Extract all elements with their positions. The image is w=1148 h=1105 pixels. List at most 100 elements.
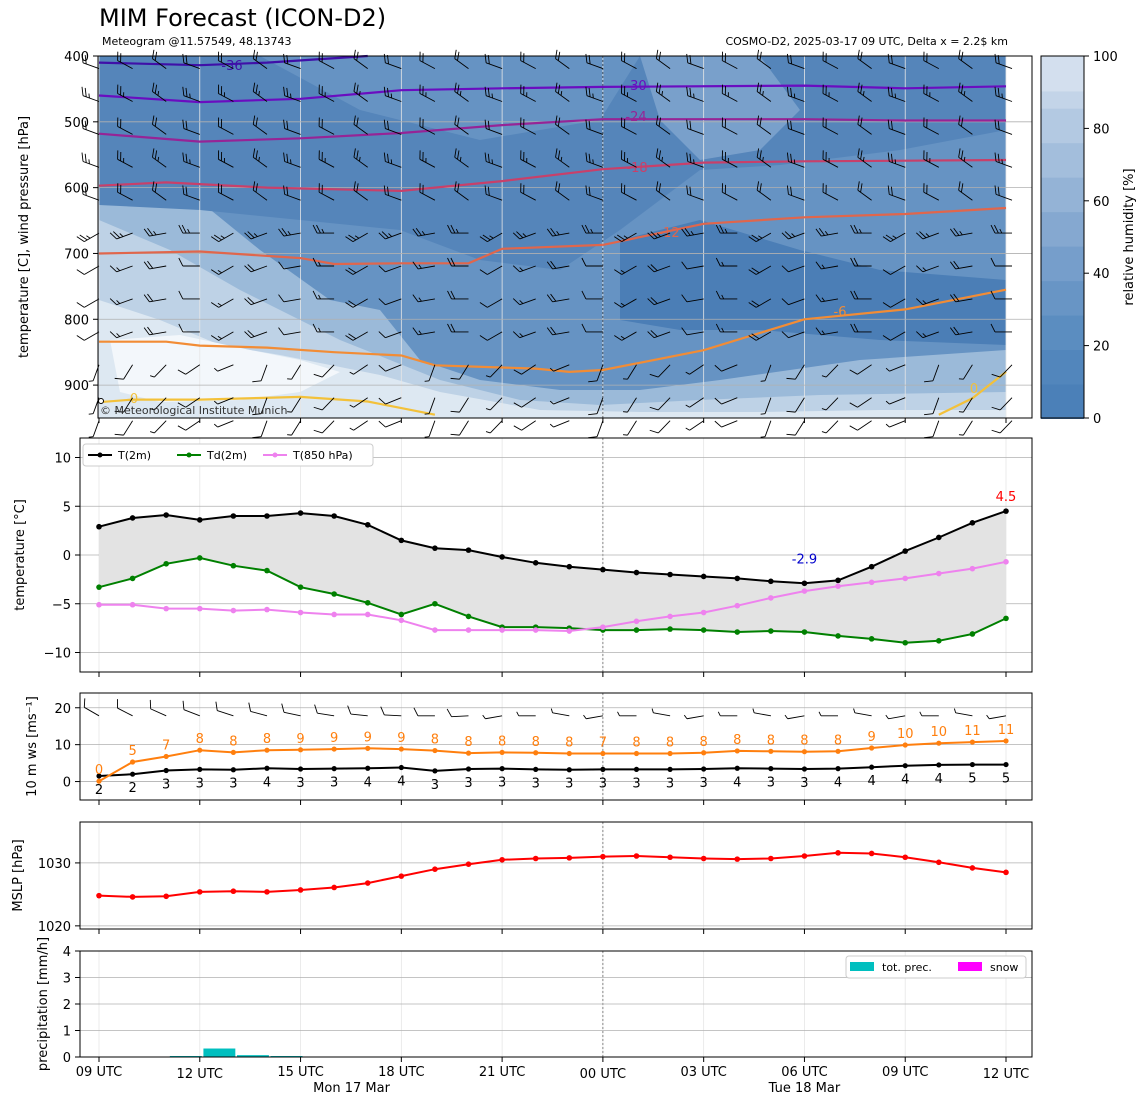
barb-full-feather [114,433,124,436]
wind-barb [850,290,872,300]
barb-half-feather [762,91,764,96]
precipitation-legend [845,955,1027,979]
barb-full-feather [81,86,84,96]
barb-staff [552,331,570,336]
barb-staff [459,364,469,380]
barb-full-feather [353,82,356,92]
barb-full-feather [550,326,557,335]
barb-full-feather [825,119,827,129]
mslp-marker [364,880,371,886]
barb-staff [260,364,268,381]
barb-half-feather [892,235,897,239]
barb-staff [183,193,200,201]
t2m-marker [465,547,472,553]
wind-gust-marker [163,753,169,760]
barb-staff [154,364,167,378]
barb-full-feather [786,119,789,129]
wind-barb [786,420,805,436]
barb-full-feather [584,224,590,234]
barb-full-feather [949,294,957,303]
temperature-legend [82,443,374,467]
wind-barb [520,117,536,135]
barb-full-feather [321,119,323,129]
isotherm-label: -6 [834,305,847,320]
t2m-marker [129,515,136,521]
barb-staff [252,124,268,135]
wind-barb [479,331,503,341]
barb-half-feather [388,233,393,237]
barb-full-feather [815,228,822,237]
wind-barb [353,82,368,102]
barb-staff [586,62,604,70]
barb-full-feather [588,120,591,130]
barb-staff [586,95,604,102]
precipitation-bar [237,1055,269,1057]
barb-staff [825,397,839,411]
barb-full-feather [454,181,457,191]
wind-barb [182,185,200,201]
humidity-contour-band [620,220,1006,345]
t2m-marker [163,512,169,518]
barb-full-feather [312,290,318,300]
barb-full-feather [849,425,858,431]
surface-wind-barb [516,711,536,717]
barb-staff [795,364,805,380]
wind-speed-label: 5 [1002,772,1010,787]
barb-full-feather [756,181,760,191]
barb-full-feather [520,117,522,127]
barb-staff [922,298,939,306]
barb-full-feather [178,323,184,333]
barb-staff [932,420,940,437]
barb-staff [250,710,268,717]
wind-gust-label: 8 [229,734,237,749]
wind-barb [546,260,570,270]
wind-barb [252,82,268,102]
wind-barb [152,148,167,168]
t850-marker [868,579,875,586]
barb-full-feather [447,290,452,300]
humidity-contour-band [99,300,1006,418]
barb-full-feather [353,49,356,59]
colorbar-label: relative humidity [%] [1122,168,1137,305]
t850-marker [835,583,841,589]
barb-half-feather [359,156,361,162]
barb-staff [822,191,839,201]
barb-full-feather [557,117,561,127]
barb-full-feather [689,186,692,196]
barb-full-feather [181,224,187,234]
barb-staff [788,298,805,306]
barb-full-feather [550,260,557,269]
barb-full-feather [546,261,553,270]
colorbar-band [1041,56,1084,92]
wind-gust-marker [801,749,808,755]
barb-staff [963,364,973,380]
barb-full-feather [926,119,928,129]
barb-half-feather [762,156,764,162]
mslp-marker [129,894,136,900]
wind-barb [923,183,940,201]
barb-half-feather [791,233,796,237]
barb-half-feather [953,708,957,713]
barb-staff [756,156,772,168]
barb-full-feather [178,224,184,234]
wind-barb [621,117,637,135]
barb-half-feather [459,156,462,162]
barb-staff [291,420,301,436]
surface-wind-barb [651,708,671,717]
t2m-marker [566,563,573,570]
barb-full-feather [378,298,386,306]
barb-staff [428,397,436,414]
colorbar-band [1041,107,1084,144]
barb-full-feather [387,120,389,130]
td2m-marker [163,560,169,567]
wind-barb [786,152,805,168]
barb-full-feather [422,119,424,129]
wind-barb [353,148,368,168]
barb-full-feather [960,84,964,94]
barb-full-feather [997,120,1000,130]
mslp-marker [331,884,337,891]
barb-full-feather [412,294,419,303]
wind-gust-marker [264,747,270,753]
wind-barb [412,228,435,237]
barb-full-feather [321,151,323,161]
